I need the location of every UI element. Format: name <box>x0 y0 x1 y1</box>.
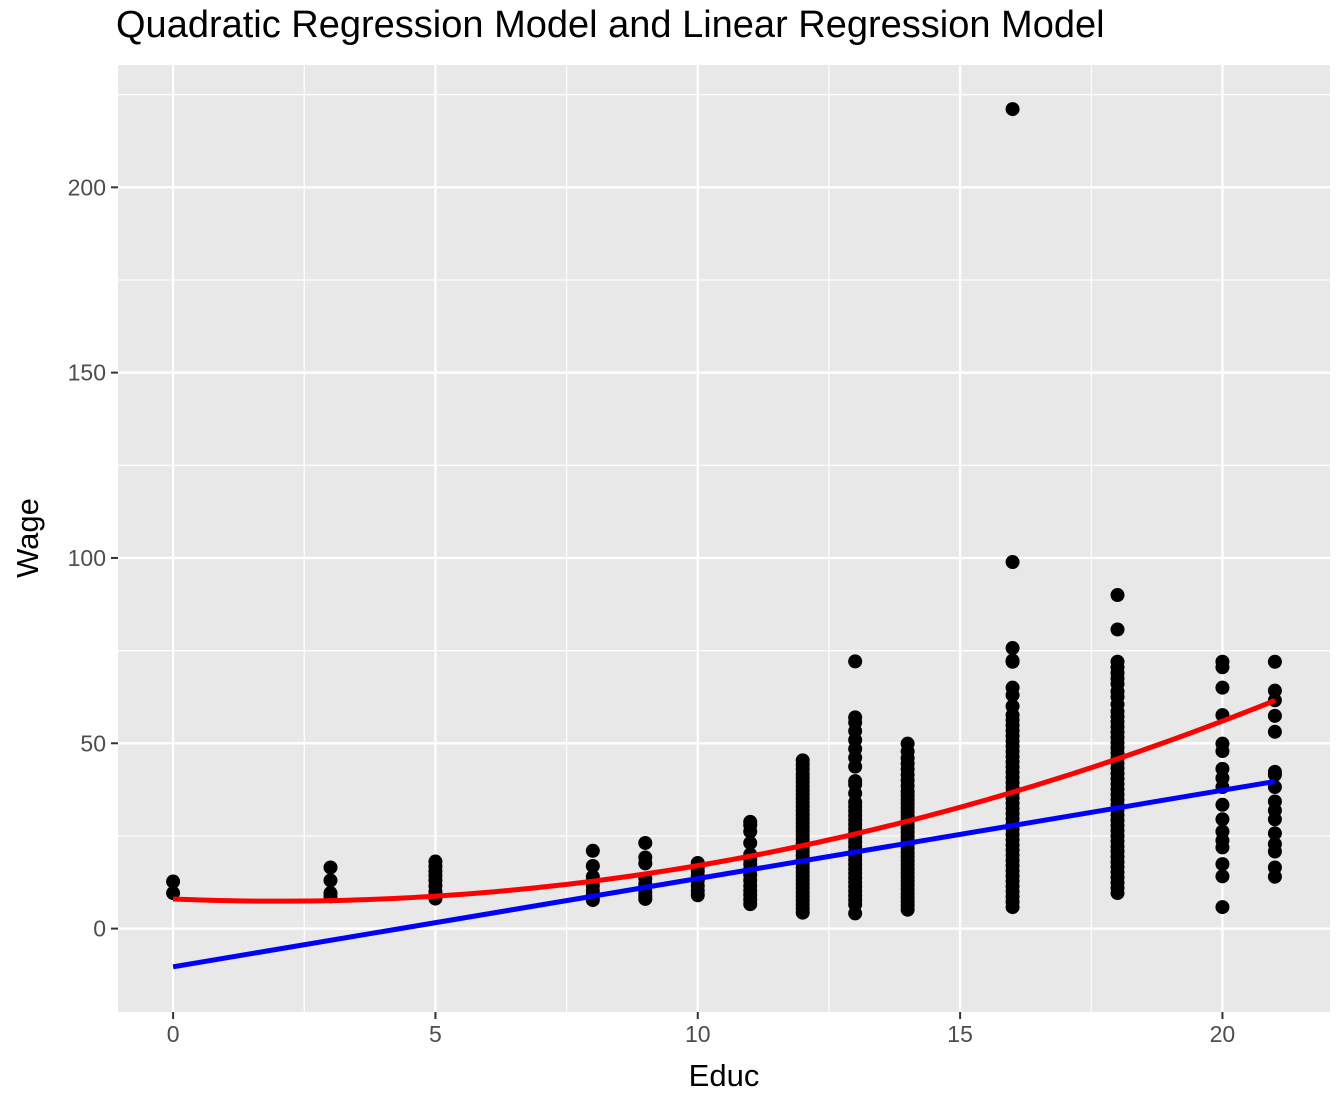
data-point <box>1267 654 1282 669</box>
data-point <box>323 860 338 875</box>
y-tick-label: 0 <box>93 916 106 942</box>
data-point <box>1267 708 1282 723</box>
data-point <box>848 654 863 669</box>
plot-panel <box>118 65 1330 1012</box>
data-point <box>795 753 810 768</box>
data-point <box>1005 680 1020 695</box>
data-point <box>166 886 181 901</box>
data-point <box>1215 736 1230 751</box>
data-point <box>1215 761 1230 776</box>
data-point <box>1110 588 1125 603</box>
y-axis-title: Wage <box>10 498 45 578</box>
data-point <box>848 774 863 789</box>
x-tick-label: 20 <box>1210 1021 1236 1047</box>
data-point <box>1005 102 1020 117</box>
data-point <box>166 874 181 889</box>
data-point <box>1215 797 1230 812</box>
y-tick-label: 50 <box>80 730 106 756</box>
data-point <box>1110 654 1125 669</box>
x-axis-title: Educ <box>689 1058 760 1093</box>
data-point <box>1005 699 1020 714</box>
data-point <box>1267 860 1282 875</box>
data-point <box>1215 680 1230 695</box>
data-point <box>900 736 915 751</box>
x-tick-label: 0 <box>167 1021 180 1047</box>
y-tick-label: 200 <box>68 174 106 200</box>
y-axis: 0 50 100 150 200 <box>68 174 118 942</box>
data-point <box>1267 683 1282 698</box>
x-axis: 0 5 10 15 20 <box>167 1012 1236 1047</box>
y-tick-label: 100 <box>68 545 106 571</box>
x-tick-label: 10 <box>685 1021 711 1047</box>
data-point <box>428 854 443 869</box>
quadratic-regression-line <box>172 698 1276 904</box>
minor-gridlines <box>118 65 1330 1012</box>
data-point <box>1267 764 1282 779</box>
data-point <box>1110 622 1125 637</box>
data-point <box>323 873 338 888</box>
data-point <box>1215 812 1230 827</box>
data-point <box>1005 653 1020 668</box>
x-tick-label: 15 <box>947 1021 973 1047</box>
data-point <box>585 843 600 858</box>
x-tick-label: 5 <box>429 1021 442 1047</box>
data-point <box>743 814 758 829</box>
data-point <box>1215 869 1230 884</box>
data-point <box>1215 900 1230 915</box>
data-point <box>1267 724 1282 739</box>
data-point <box>585 858 600 873</box>
data-point <box>638 850 653 865</box>
linear-regression-line <box>172 778 1276 970</box>
data-point <box>1267 794 1282 809</box>
data-point <box>1267 837 1282 852</box>
data-point <box>848 710 863 725</box>
data-point <box>323 886 338 901</box>
data-point <box>638 835 653 850</box>
data-point <box>1005 641 1020 656</box>
data-point <box>1215 824 1230 839</box>
chart-title: Quadratic Regression Model and Linear Re… <box>116 4 1105 46</box>
data-point <box>1005 555 1020 570</box>
data-point <box>1215 654 1230 669</box>
data-point <box>1215 857 1230 872</box>
data-point <box>1267 826 1282 841</box>
y-tick-label: 150 <box>68 360 106 386</box>
data-point <box>743 835 758 850</box>
